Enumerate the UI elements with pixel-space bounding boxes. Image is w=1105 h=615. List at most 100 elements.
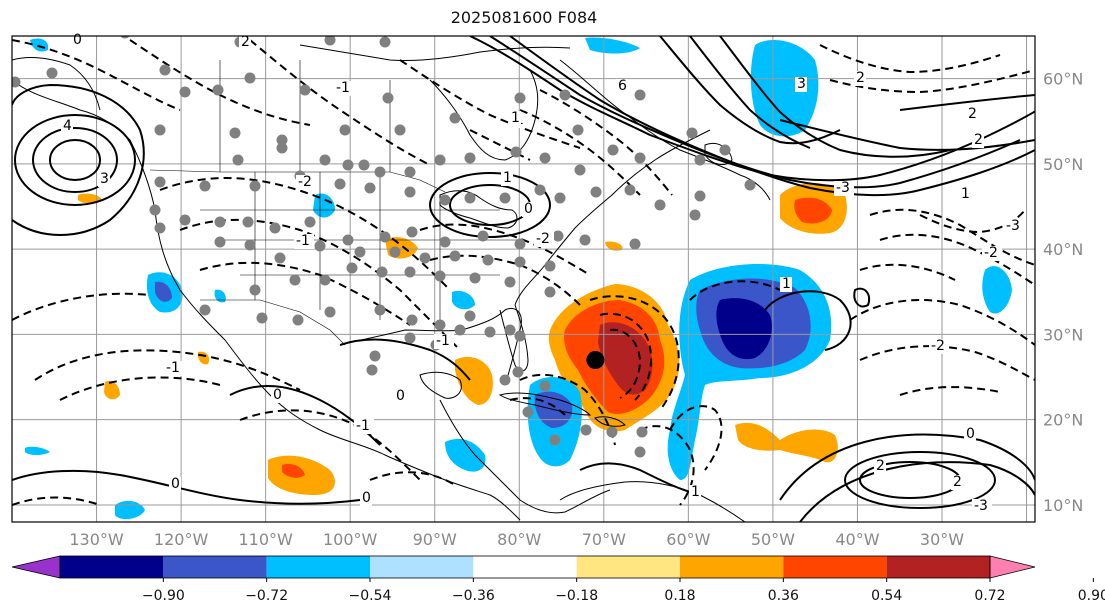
dashed-caribbean-1 [519,373,616,446]
station-dot [374,304,386,316]
station-dot [686,127,698,139]
station-dot [319,154,331,166]
contour-label: 3 [98,171,110,187]
atlantic-ring [764,290,852,351]
longitude-labels: 130°W 120°W 110°W 100°W 90°W 80°W 70°W 60°W 50°W… [69,530,964,549]
station-dot [382,92,394,104]
station-dot [342,159,354,171]
colorbar-bin [163,556,267,578]
negative-anomaly-westatlantic [982,266,1012,314]
station-dot [299,84,311,96]
latitude-label: 30°N [1043,325,1083,344]
colorbar: −0.90 −0.72 −0.54 −0.36 −0.18 0.18 0.36 0.54 0.7… [11,555,1105,604]
contour-label-text: -2 [298,174,312,190]
dashed-atl-1 [869,208,1035,266]
colorbar-outline [59,555,991,579]
contour-label: 2 [854,70,866,86]
contour-label: 2 [972,132,984,148]
station-dot [719,144,731,156]
station-dot [324,36,336,46]
colorbar-tick-label: 0.72 [974,588,1005,604]
positive-anomaly-se-coast [605,241,623,251]
contour-label-text: -3 [974,498,988,514]
dashed-6 [179,218,461,351]
station-dot [232,154,244,166]
contour-label-bg [169,477,181,492]
station-dot [154,176,166,188]
contour-label-text: -2 [536,231,550,247]
negative-anomaly-labrador [750,40,819,137]
negative-anomaly-central-america [445,438,486,472]
station-dot [179,214,191,226]
dashed-ne-1 [819,44,1001,74]
station-dot [544,286,556,298]
contour-label-text: -1 [436,333,450,349]
station-dot [539,380,551,392]
station-dot [454,324,466,336]
station-dot [694,154,706,166]
contour-label-bg [780,277,792,292]
station-dot [406,314,418,326]
contour-label-bg [509,111,521,126]
station-dot [374,166,386,178]
station-dot [434,154,446,166]
contour-label: 1 [689,484,701,500]
contour-label-text: 0 [966,426,975,442]
dashed-11 [59,376,221,401]
station-dot [464,192,476,204]
station-dot [389,246,401,258]
contour-label: 2 [874,458,886,474]
contour-label-text: 2 [968,106,977,122]
station-dot [244,72,256,84]
station-dot [434,270,446,282]
contour-label-text: -2 [984,245,998,261]
colorbar-tick-label: 0.36 [768,588,799,604]
contour-label: 2 [966,106,978,122]
central-america [439,399,611,514]
station-dot [404,332,416,344]
station-dot [154,222,166,234]
longitude-label: 60°W [666,530,710,549]
contour-label: -1 [354,418,374,434]
dashed-atl-7 [919,209,1026,234]
station-dot [212,84,224,96]
station-dot [249,284,261,296]
positive-anomaly-pacific-w [104,380,120,400]
contour-label: -2 [534,231,554,247]
contour-label-bg [164,361,184,376]
dashed-east-2 [669,405,723,471]
contour-label: 0 [71,32,83,48]
great-lakes-low-1 [429,172,551,238]
station-dot [634,446,646,458]
longitude-label: 40°W [835,530,879,549]
dashed-3 [249,39,431,166]
contour-label-text: 6 [618,78,627,94]
negative-anomaly-baja-core [155,281,172,302]
station-dot [269,222,281,234]
longitude-label: 70°W [582,530,626,549]
contour-label-bg [522,202,534,217]
station-dot [499,374,511,386]
dashed-caribbean-2 [509,397,566,416]
station-dot [369,350,381,362]
latitude-label: 40°N [1043,240,1083,259]
dashed-mex-2 [369,471,456,486]
dashed-10 [34,349,301,391]
station-dot [477,230,489,242]
contour-label: -1 [294,233,314,249]
newfoundland [704,143,733,166]
station-dot [319,274,331,286]
dashed-4 [399,59,581,149]
contour-label-bg [394,389,406,404]
colorbar-bin [370,556,474,578]
longitude-label: 50°W [751,530,795,549]
station-dot [276,142,288,154]
colorbar-bin [473,556,577,578]
gulf-zero [339,338,471,381]
station-dot [366,364,378,376]
station-dot [256,312,268,324]
us-mexico-border [200,299,346,346]
contour-label: 1 [959,186,971,202]
contour-labels: 001112223346-1-1-1-2-2-3-300012-2-10-112… [61,32,1024,514]
contour-label-bg [966,107,978,122]
